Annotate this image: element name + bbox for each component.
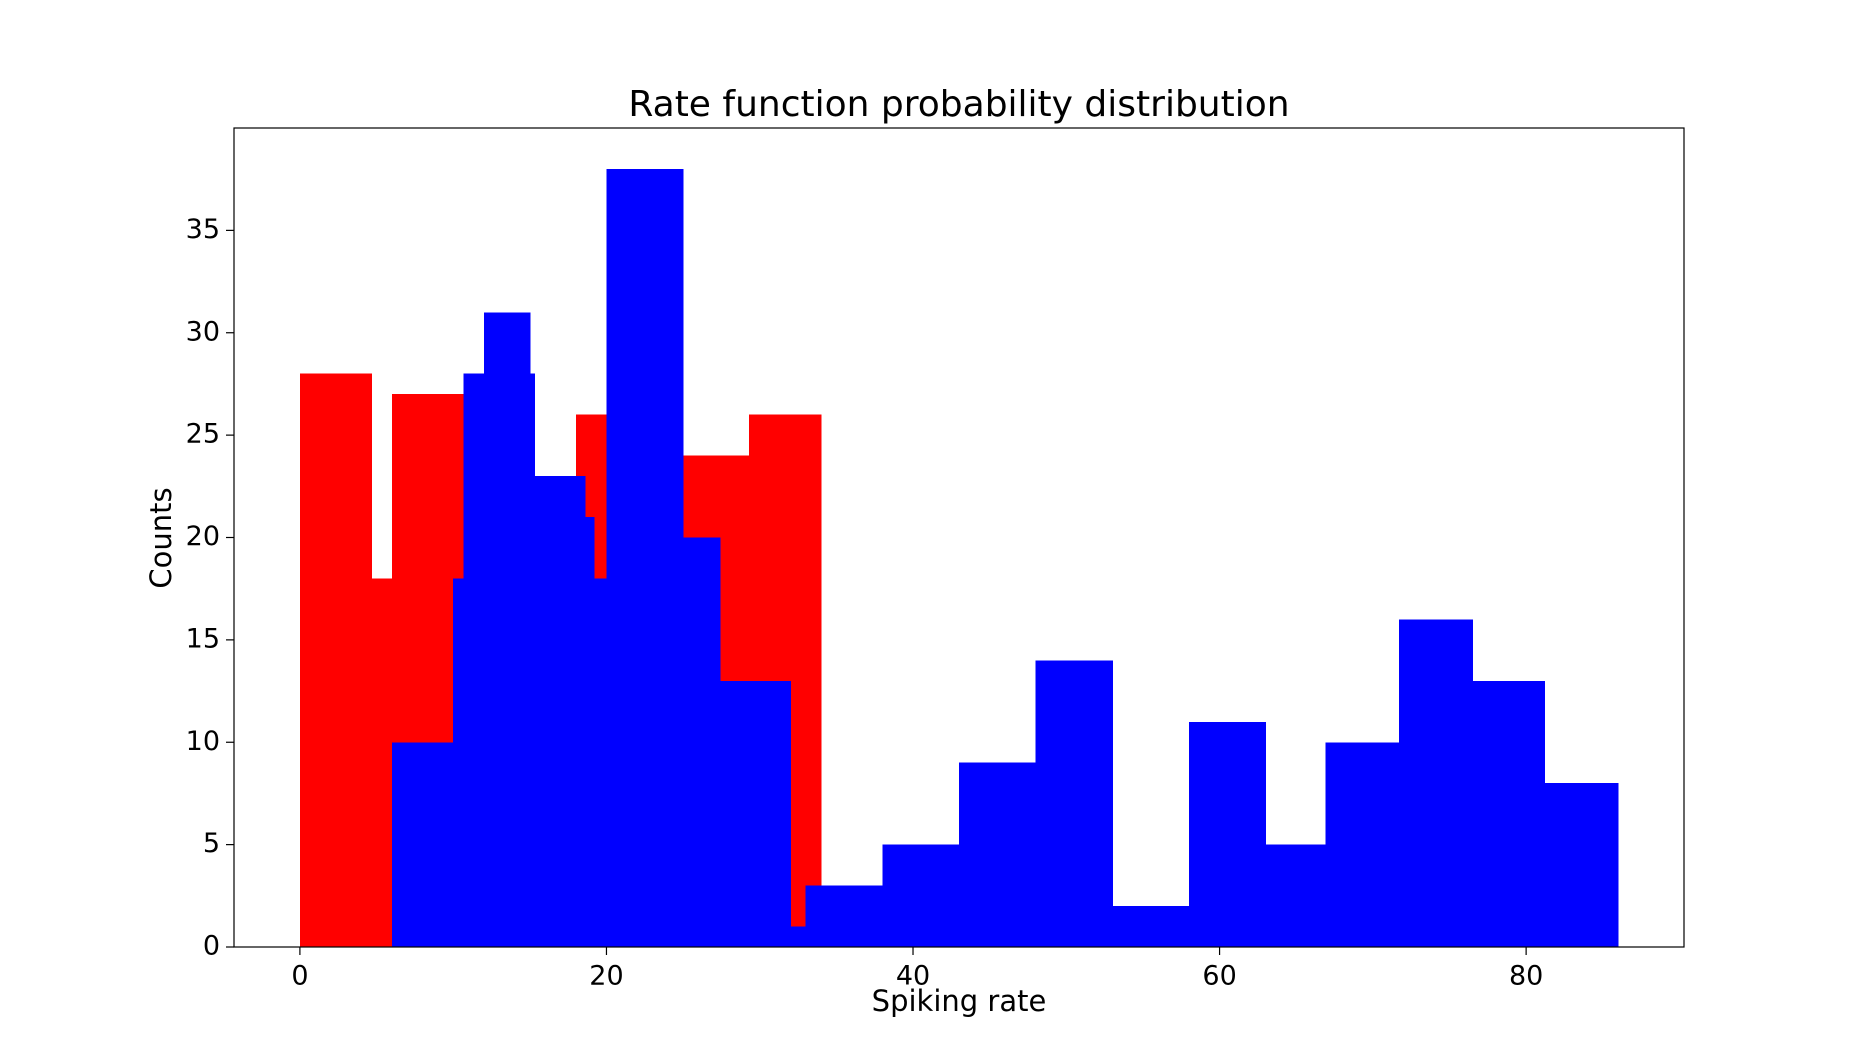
histogram-bar: [790, 926, 807, 947]
histogram-bar: [719, 680, 791, 947]
x-axis-label: Spiking rate: [872, 984, 1047, 1018]
histogram-bar: [1544, 783, 1619, 947]
histogram-bar: [483, 312, 531, 947]
y-tick-label: 35: [186, 214, 220, 245]
histogram-bar: [529, 373, 535, 947]
histogram-bar: [391, 742, 454, 947]
histogram-bar: [1325, 742, 1400, 947]
histogram-bar: [1398, 619, 1473, 947]
histogram-bar: [453, 578, 464, 947]
y-tick-label: 10: [186, 726, 220, 757]
histogram-bar: [683, 537, 721, 947]
x-tick-label: 40: [896, 961, 930, 992]
x-tick-label: 80: [1509, 961, 1543, 992]
chart-title: Rate function probability distribution: [628, 84, 1289, 125]
histogram-bar: [805, 885, 883, 947]
histogram-bar: [371, 578, 393, 947]
histogram-bar: [1035, 660, 1113, 947]
histogram-bar: [1472, 680, 1546, 947]
histogram-bar: [1265, 844, 1326, 947]
histogram-bar: [1188, 721, 1267, 947]
y-tick-label: 0: [203, 931, 220, 962]
histogram-bar: [463, 373, 485, 947]
histogram-bar: [882, 844, 960, 947]
x-tick-label: 20: [589, 961, 623, 992]
histogram-bar: [1112, 906, 1190, 947]
histogram-bar: [959, 762, 1037, 947]
histogram-bar: [606, 168, 684, 947]
y-tick-label: 15: [186, 623, 220, 654]
x-tick-label: 0: [291, 961, 308, 992]
y-tick-label: 25: [186, 419, 220, 450]
histogram-bar: [585, 517, 595, 947]
y-tick-label: 20: [186, 521, 220, 552]
histogram-bar: [299, 373, 372, 947]
x-tick-label: 60: [1202, 961, 1236, 992]
y-tick-label: 5: [203, 828, 220, 859]
y-axis-label: Counts: [144, 487, 178, 588]
histogram-bar: [594, 578, 607, 947]
histogram-bar: [534, 476, 586, 947]
y-tick-label: 30: [186, 316, 220, 347]
